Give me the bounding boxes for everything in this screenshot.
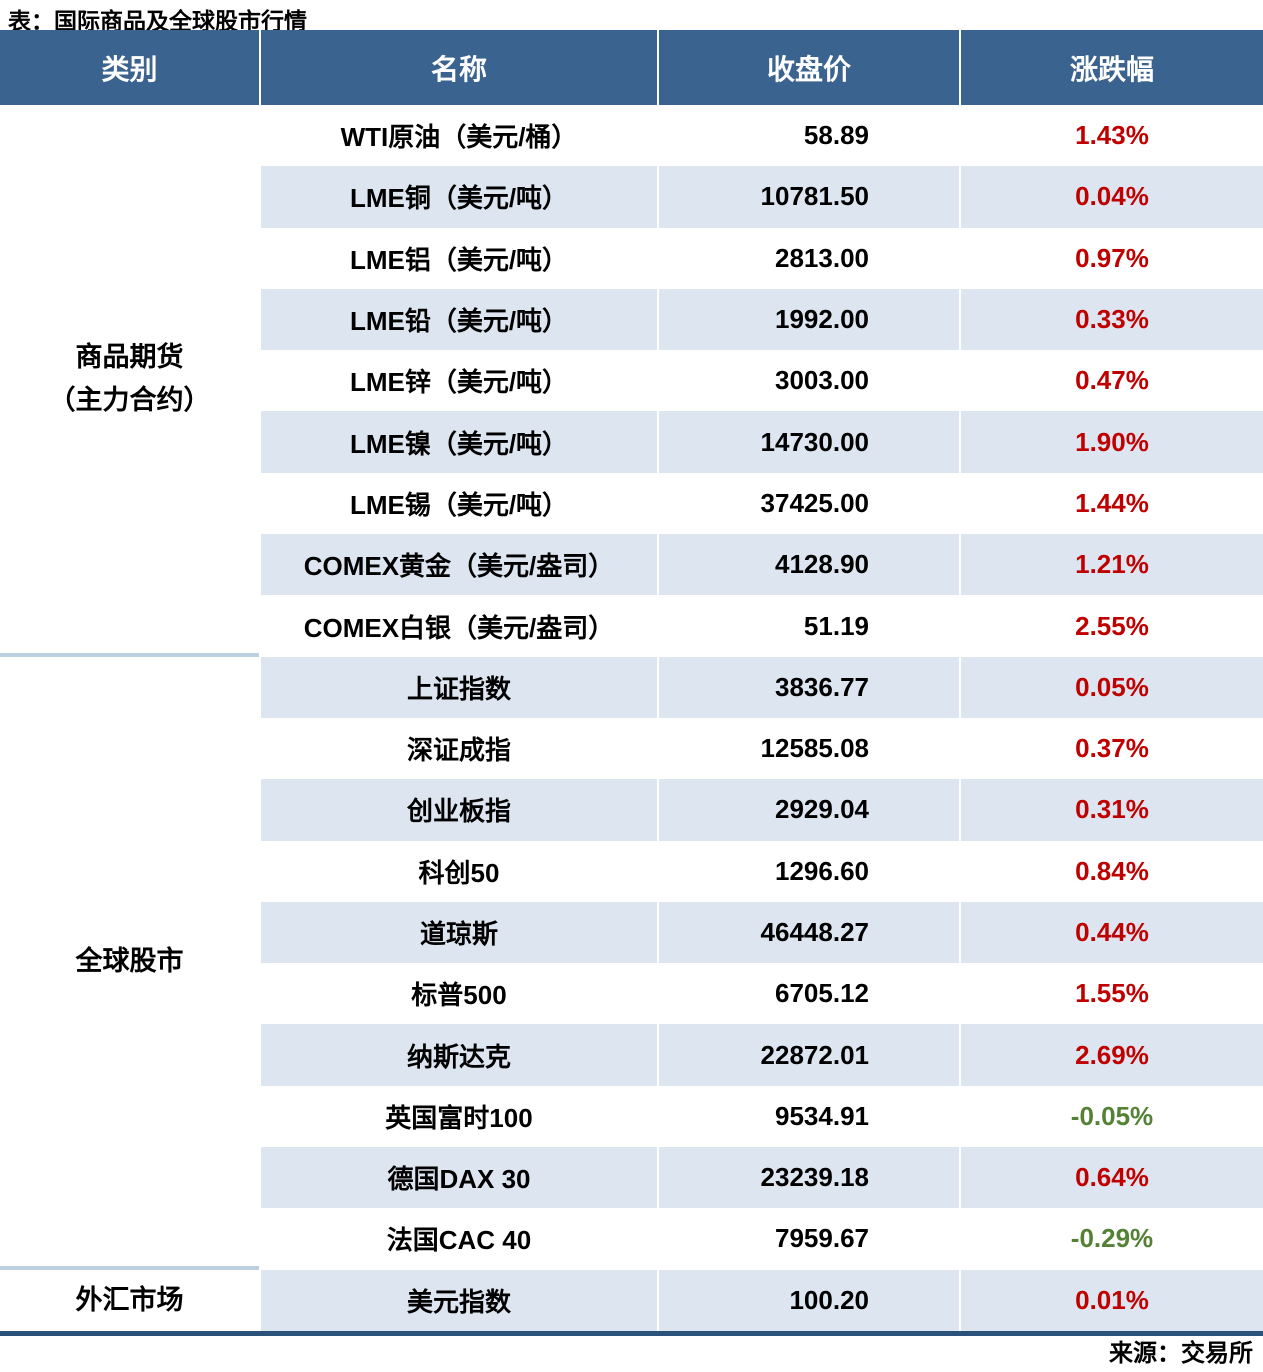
category-cell: 全球股市 bbox=[0, 656, 259, 1270]
change-percent-cell: 0.84% bbox=[959, 840, 1263, 902]
category-cell: 外汇市场 bbox=[0, 1269, 259, 1331]
change-percent-cell: 0.31% bbox=[959, 779, 1263, 841]
name-cell: 纳斯达克 bbox=[259, 1024, 657, 1086]
name-cell: LME铝（美元/吨） bbox=[259, 227, 657, 289]
close-price-cell: 51.19 bbox=[657, 595, 959, 657]
change-percent-cell: 1.90% bbox=[959, 411, 1263, 473]
table-row: 道琼斯 46448.27 0.44% bbox=[259, 901, 1263, 964]
table-row: 标普500 6705.12 1.55% bbox=[259, 963, 1263, 1025]
change-percent-cell: 0.05% bbox=[959, 656, 1263, 718]
name-cell: 道琼斯 bbox=[259, 901, 657, 964]
table-row: 英国富时100 9534.91 -0.05% bbox=[259, 1085, 1263, 1148]
table-row: 德国DAX 30 23239.18 0.64% bbox=[259, 1147, 1263, 1209]
category-label: （主力合约） bbox=[48, 384, 211, 415]
header-cell-close-price: 收盘价 bbox=[657, 30, 959, 105]
data-rows-column: WTI原油（美元/桶） 58.89 1.43% LME铜（美元/吨） 10781.50 0… bbox=[259, 105, 1263, 1331]
page-title: 表：国际商品及全球股市行情 bbox=[8, 8, 307, 34]
name-cell: LME铅（美元/吨） bbox=[259, 288, 657, 351]
change-percent-cell: 0.44% bbox=[959, 901, 1263, 964]
header-cell-change-percent: 涨跌幅 bbox=[959, 30, 1263, 105]
name-cell: LME镍（美元/吨） bbox=[259, 411, 657, 473]
close-price-cell: 46448.27 bbox=[657, 901, 959, 964]
table-row: 深证成指 12585.08 0.37% bbox=[259, 717, 1263, 780]
change-percent-cell: -0.05% bbox=[959, 1085, 1263, 1148]
change-percent-cell: -0.29% bbox=[959, 1208, 1263, 1270]
name-cell: 美元指数 bbox=[259, 1269, 657, 1331]
table-body: 商品期货 （主力合约） 全球股市外汇市场 WTI原油（美元/桶） 58.89 1.43%… bbox=[0, 105, 1263, 1331]
change-percent-cell: 0.01% bbox=[959, 1269, 1263, 1331]
name-cell: WTI原油（美元/桶） bbox=[259, 105, 657, 167]
close-price-cell: 6705.12 bbox=[657, 963, 959, 1025]
table-row: LME锌（美元/吨） 3003.00 0.47% bbox=[259, 350, 1263, 412]
close-price-cell: 100.20 bbox=[657, 1269, 959, 1331]
close-price-cell: 58.89 bbox=[657, 105, 959, 167]
header-cell-name: 名称 bbox=[259, 30, 657, 105]
change-percent-cell: 1.21% bbox=[959, 534, 1263, 596]
table-row: LME锡（美元/吨） 37425.00 1.44% bbox=[259, 472, 1263, 535]
name-cell: LME锡（美元/吨） bbox=[259, 472, 657, 535]
close-price-cell: 10781.50 bbox=[657, 166, 959, 228]
table-row: COMEX黄金（美元/盎司） 4128.90 1.21% bbox=[259, 534, 1263, 596]
name-cell: LME铜（美元/吨） bbox=[259, 166, 657, 228]
table-row: 美元指数 100.20 0.01% bbox=[259, 1269, 1263, 1331]
market-table: 类别 名称 收盘价 涨跌幅 商品期货 （主力合约） 全球股市外汇市场 WTI原油（美… bbox=[0, 30, 1263, 1336]
name-cell: 科创50 bbox=[259, 840, 657, 902]
name-cell: COMEX白银（美元/盎司） bbox=[259, 595, 657, 657]
table-row: LME铝（美元/吨） 2813.00 0.97% bbox=[259, 227, 1263, 289]
table-bottom-border bbox=[0, 1330, 1263, 1336]
close-price-cell: 14730.00 bbox=[657, 411, 959, 473]
close-price-cell: 2813.00 bbox=[657, 227, 959, 289]
change-percent-cell: 2.55% bbox=[959, 595, 1263, 657]
name-cell: 英国富时100 bbox=[259, 1085, 657, 1148]
change-percent-cell: 1.55% bbox=[959, 963, 1263, 1025]
table-row: 上证指数 3836.77 0.05% bbox=[259, 656, 1263, 718]
close-price-cell: 1296.60 bbox=[657, 840, 959, 902]
change-percent-cell: 0.64% bbox=[959, 1147, 1263, 1209]
name-cell: 标普500 bbox=[259, 963, 657, 1025]
change-percent-cell: 0.47% bbox=[959, 350, 1263, 412]
name-cell: 上证指数 bbox=[259, 656, 657, 718]
name-cell: 创业板指 bbox=[259, 779, 657, 841]
table-row: LME铅（美元/吨） 1992.00 0.33% bbox=[259, 288, 1263, 351]
close-price-cell: 2929.04 bbox=[657, 779, 959, 841]
table-row: 科创50 1296.60 0.84% bbox=[259, 840, 1263, 902]
table-row: LME铜（美元/吨） 10781.50 0.04% bbox=[259, 166, 1263, 228]
table-row: 创业板指 2929.04 0.31% bbox=[259, 779, 1263, 841]
category-cell: 商品期货 （主力合约） bbox=[0, 105, 259, 657]
table-row: WTI原油（美元/桶） 58.89 1.43% bbox=[259, 105, 1263, 167]
name-cell: LME锌（美元/吨） bbox=[259, 350, 657, 412]
change-percent-cell: 0.97% bbox=[959, 227, 1263, 289]
table-header: 类别 名称 收盘价 涨跌幅 bbox=[0, 30, 1263, 105]
name-cell: COMEX黄金（美元/盎司） bbox=[259, 534, 657, 596]
change-percent-cell: 1.44% bbox=[959, 472, 1263, 535]
table-row: LME镍（美元/吨） 14730.00 1.90% bbox=[259, 411, 1263, 473]
change-percent-cell: 1.43% bbox=[959, 105, 1263, 167]
close-price-cell: 3003.00 bbox=[657, 350, 959, 412]
name-cell: 深证成指 bbox=[259, 717, 657, 780]
close-price-cell: 4128.90 bbox=[657, 534, 959, 596]
change-percent-cell: 0.33% bbox=[959, 288, 1263, 351]
table-row: 纳斯达克 22872.01 2.69% bbox=[259, 1024, 1263, 1086]
close-price-cell: 23239.18 bbox=[657, 1147, 959, 1209]
table-row: COMEX白银（美元/盎司） 51.19 2.55% bbox=[259, 595, 1263, 657]
table-row: 法国CAC 40 7959.67 -0.29% bbox=[259, 1208, 1263, 1270]
close-price-cell: 3836.77 bbox=[657, 656, 959, 718]
change-percent-cell: 0.04% bbox=[959, 166, 1263, 228]
category-label: 外汇市场 bbox=[75, 1284, 184, 1315]
close-price-cell: 22872.01 bbox=[657, 1024, 959, 1086]
category-label: 商品期货 bbox=[75, 341, 184, 372]
source-note: 来源：交易所 bbox=[1109, 1340, 1253, 1367]
close-price-cell: 1992.00 bbox=[657, 288, 959, 351]
category-label: 全球股市 bbox=[75, 945, 184, 976]
change-percent-cell: 2.69% bbox=[959, 1024, 1263, 1086]
change-percent-cell: 0.37% bbox=[959, 717, 1263, 780]
close-price-cell: 12585.08 bbox=[657, 717, 959, 780]
close-price-cell: 9534.91 bbox=[657, 1085, 959, 1148]
name-cell: 法国CAC 40 bbox=[259, 1208, 657, 1270]
name-cell: 德国DAX 30 bbox=[259, 1147, 657, 1209]
header-cell-category: 类别 bbox=[101, 53, 158, 85]
close-price-cell: 37425.00 bbox=[657, 472, 959, 535]
close-price-cell: 7959.67 bbox=[657, 1208, 959, 1270]
category-column: 商品期货 （主力合约） 全球股市外汇市场 bbox=[0, 105, 259, 1331]
